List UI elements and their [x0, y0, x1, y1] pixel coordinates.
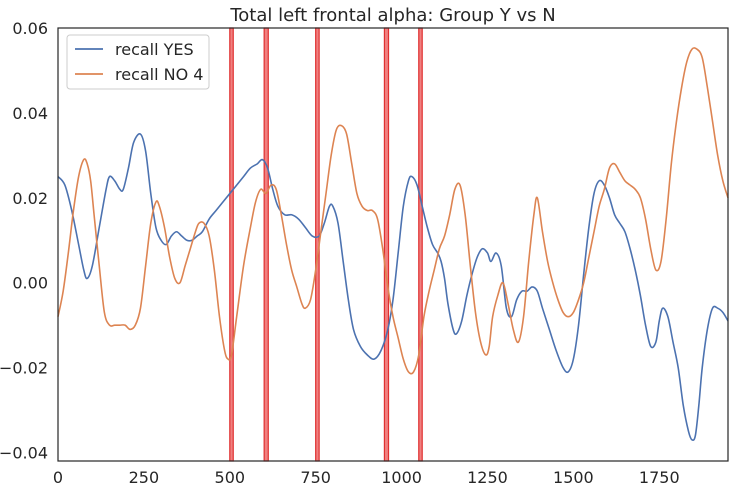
- legend: recall YES recall NO 4: [66, 34, 210, 90]
- y-tick-label: 0.04: [12, 104, 48, 123]
- legend-label-2: recall NO 4: [115, 65, 203, 84]
- x-tick-label: 1000: [381, 468, 422, 487]
- x-tick-label: 1250: [467, 468, 508, 487]
- chart-title: Total left frontal alpha: Group Y vs N: [229, 5, 555, 26]
- x-tick-label: 1500: [553, 468, 594, 487]
- y-tick-label: 0.02: [12, 189, 48, 208]
- legend-label-1: recall YES: [115, 40, 194, 59]
- series-lines: [57, 47, 729, 442]
- y-tick-label: −0.02: [0, 359, 48, 378]
- y-tick-label: 0.00: [12, 274, 48, 293]
- series-line-2: [57, 47, 729, 375]
- plot-frame: [57, 27, 729, 462]
- x-tick-label: 1750: [639, 468, 680, 487]
- x-tick-label: 750: [300, 468, 331, 487]
- highlight-region-2: [263, 27, 269, 462]
- y-tick-label: 0.06: [12, 19, 48, 38]
- x-tick-label: 0: [53, 468, 63, 487]
- y-axis-ticks: −0.04 −0.02 0.00 0.02 0.04 0.06: [0, 19, 48, 463]
- highlight-region-1: [229, 27, 234, 462]
- x-tick-label: 250: [129, 468, 160, 487]
- highlight-region-4: [383, 27, 390, 462]
- x-tick-label: 500: [215, 468, 246, 487]
- x-axis-ticks: 0 250 500 750 1000 1250 1500 1750: [53, 468, 680, 487]
- highlight-regions: [229, 27, 423, 462]
- series-line-1: [57, 133, 729, 442]
- y-tick-label: −0.04: [0, 444, 48, 463]
- highlight-region-5: [418, 27, 423, 462]
